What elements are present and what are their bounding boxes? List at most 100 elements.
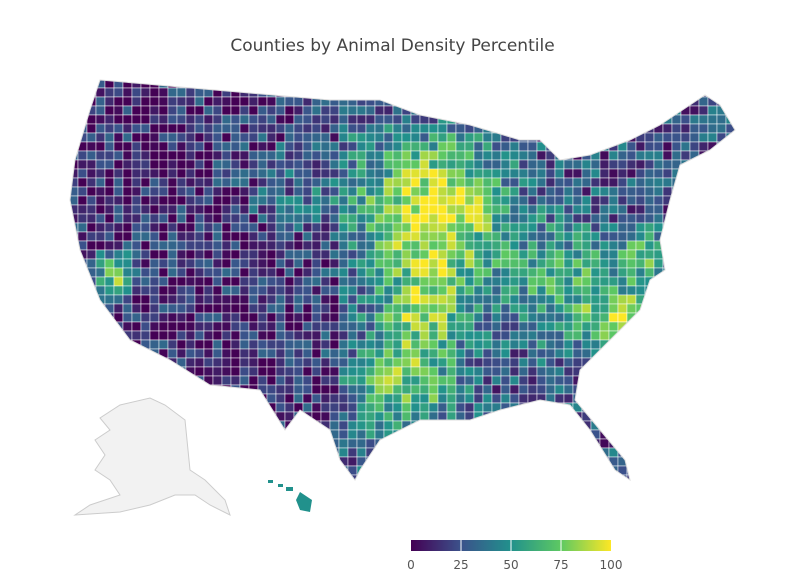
county [60,421,69,430]
county [167,249,178,260]
county [411,70,420,79]
county [581,186,592,197]
county [518,474,529,480]
county [347,213,358,224]
county [698,312,709,323]
county [212,312,223,323]
county [311,240,322,251]
county [599,222,610,233]
county [275,123,286,134]
county [203,267,214,278]
county [491,105,502,116]
county [149,96,160,107]
county [212,150,223,161]
county [266,249,277,260]
county [716,312,727,323]
county [626,375,637,386]
county [194,258,205,269]
county [302,114,313,125]
county [581,465,592,476]
county [365,96,376,107]
county [104,330,115,341]
county [185,303,196,314]
county [86,339,97,350]
county [392,348,403,359]
county [365,312,376,323]
county [248,321,259,332]
county [221,213,232,224]
county [545,231,556,242]
county [491,150,502,161]
county [545,177,556,188]
county [617,222,628,233]
county [401,375,412,386]
county [662,375,673,386]
county [284,231,295,242]
county [564,484,573,493]
county [689,159,700,170]
county [320,258,331,269]
county [626,87,637,98]
county [734,258,735,269]
county [158,258,169,269]
county [419,294,430,305]
county [653,447,664,458]
county [167,204,178,215]
county [536,96,547,107]
county [374,168,385,179]
county [698,177,709,188]
county [60,133,69,142]
county [302,456,313,467]
county [599,267,610,278]
county [608,339,619,350]
county [375,70,384,79]
county [491,303,502,314]
county [608,411,619,422]
county [473,105,484,116]
county [518,114,529,125]
county [689,249,700,260]
county [581,80,592,89]
county [419,87,430,98]
county [518,159,529,170]
county [500,96,511,107]
county [402,484,411,493]
county [266,231,277,242]
county [86,240,97,251]
county [311,330,322,341]
county [356,204,367,215]
county [266,177,277,188]
county [473,303,484,314]
county [662,402,673,413]
county [653,186,664,197]
county [626,80,637,89]
county [248,474,259,480]
county [158,249,169,260]
county [455,447,466,458]
county [537,70,546,79]
county [572,96,583,107]
county [690,484,699,493]
county [338,474,349,480]
county [419,366,430,377]
county [122,348,133,359]
county [536,348,547,359]
county [644,105,655,116]
county [212,465,223,476]
county [617,168,628,179]
county [383,465,394,476]
county [680,87,691,98]
county [311,438,322,449]
county [419,393,430,404]
county [708,70,717,79]
county [60,322,69,331]
county [437,123,448,134]
county [176,159,187,170]
county [680,339,691,350]
county [518,105,529,116]
county [149,213,160,224]
county [572,87,583,98]
county [509,186,520,197]
county [95,204,106,215]
county [689,366,700,377]
